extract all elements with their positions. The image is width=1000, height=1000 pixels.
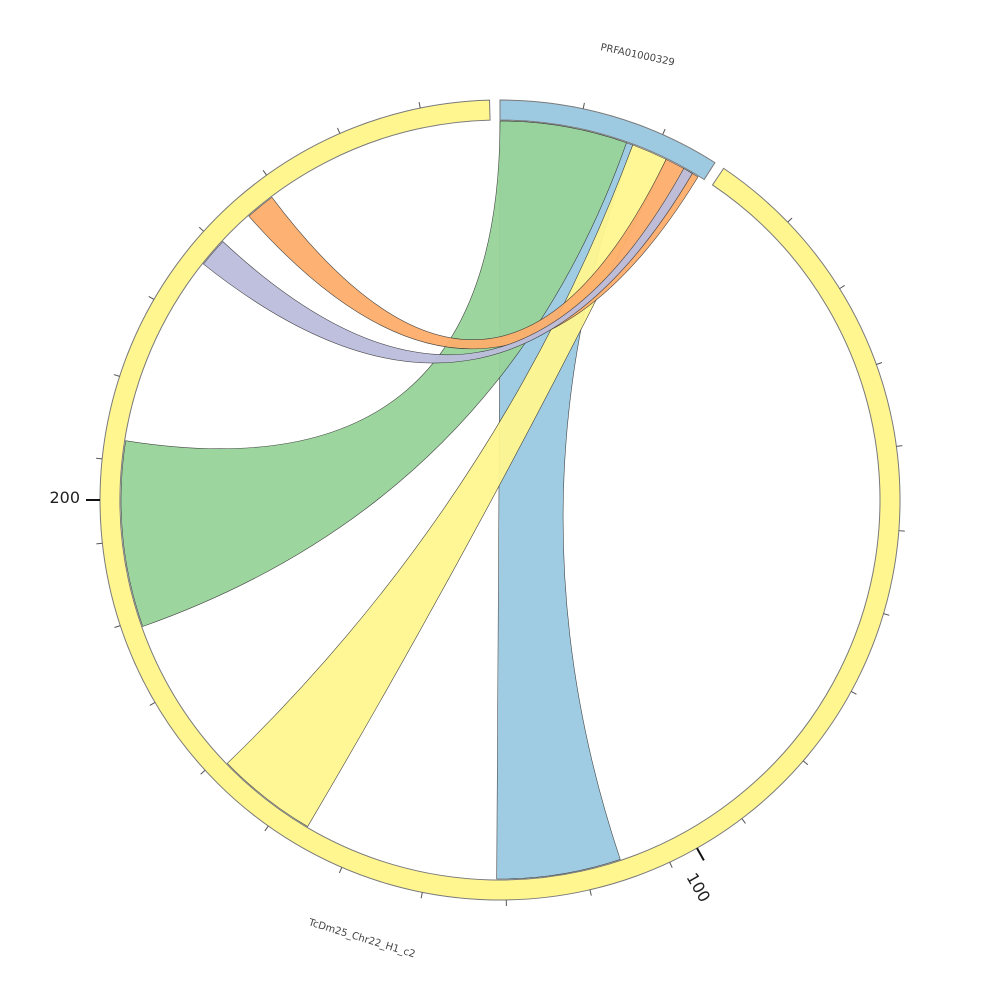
minor-tick — [200, 769, 206, 775]
minor-tick — [337, 127, 341, 134]
minor-tick — [149, 701, 156, 706]
contig-label-tcdm25-chr22: TcDm25_Chr22_H1_c2 — [306, 917, 416, 960]
minor-tick — [420, 892, 423, 899]
segment-tcdm25-chr22-h1-c2 — [99, 99, 901, 901]
minor-tick — [113, 374, 120, 377]
minor-tick — [589, 889, 592, 896]
minor-tick — [582, 102, 585, 109]
link-ribbon-5 — [202, 168, 693, 364]
minor-tick — [669, 862, 673, 868]
minor-tick — [418, 102, 421, 109]
tick-label-100: 100 — [683, 870, 715, 906]
minor-tick — [114, 625, 121, 628]
minor-tick — [662, 128, 666, 135]
minor-tick — [896, 445, 903, 447]
minor-tick — [264, 825, 269, 832]
contig-segments — [99, 99, 901, 901]
link-ribbon-3 — [120, 120, 627, 627]
minor-tick — [787, 217, 793, 223]
contig-label-prfa01000329: PRFA01000329 — [599, 42, 675, 68]
minor-tick — [338, 867, 343, 874]
minor-tick — [850, 691, 857, 695]
minor-tick — [198, 226, 205, 232]
minor-tick — [262, 170, 267, 176]
link-ribbons — [120, 120, 699, 880]
major-tick-100 — [696, 847, 705, 861]
minor-tick — [148, 295, 155, 300]
minor-tick — [96, 542, 103, 545]
minor-tick — [96, 457, 103, 460]
minor-tick — [741, 818, 746, 824]
minor-tick — [802, 760, 809, 766]
minor-tick — [876, 362, 883, 365]
minor-tick — [839, 285, 845, 290]
segment-prfa01000329 — [499, 99, 716, 181]
tick-label-200: 200 — [49, 488, 80, 507]
minor-tick — [883, 613, 890, 616]
tick-marks — [86, 102, 905, 906]
